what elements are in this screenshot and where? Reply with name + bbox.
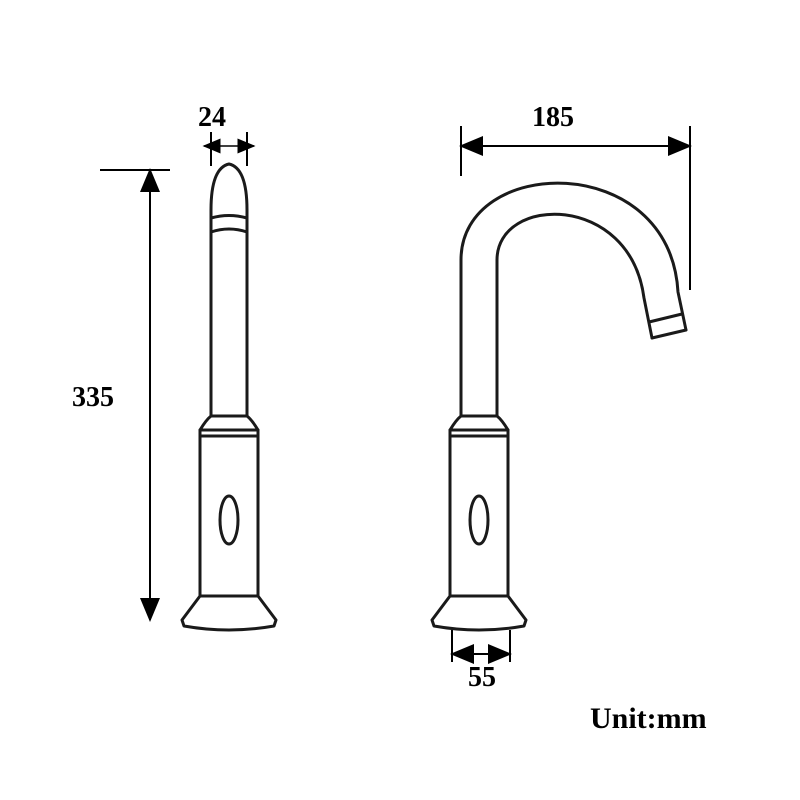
spout-reach-label: 185: [532, 102, 574, 134]
tip-width-label: 24: [198, 102, 226, 134]
height-label: 335: [72, 382, 114, 414]
faucet-diagram-svg: [0, 0, 800, 800]
drawing-canvas: 335 24 185 55 Unit:mm: [0, 0, 800, 800]
base-width-label: 55: [468, 662, 496, 694]
front-view: [182, 164, 276, 630]
dimension-lines: [100, 126, 690, 662]
unit-label: Unit:mm: [590, 702, 707, 736]
side-view: [432, 183, 686, 630]
